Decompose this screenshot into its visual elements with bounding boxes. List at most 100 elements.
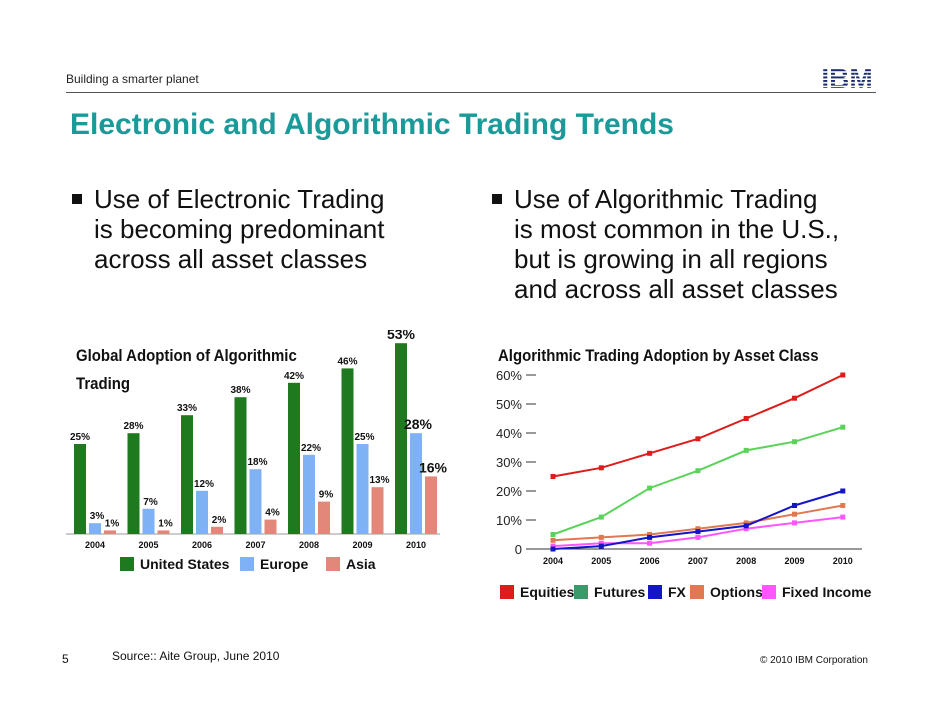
- bar-europe-2005: [142, 508, 155, 534]
- line-point-options-2007: [695, 526, 701, 532]
- line-point-equities-2008: [743, 416, 749, 421]
- page-title: Electronic and Algorithmic Trading Trend…: [70, 108, 674, 141]
- bar-asia-2007: [264, 519, 277, 534]
- bar-chart-title: Global Adoption of Algorithmic Trading: [76, 346, 297, 393]
- line-x-tick-2004: 2004: [543, 556, 563, 566]
- line-series-futures: [552, 426, 844, 536]
- line-point-fx-2004: [550, 546, 556, 552]
- bar-europe-2008: [303, 454, 315, 534]
- bar-x-tick-2004: 2004: [85, 540, 105, 550]
- line-x-tick-2010: 2010: [833, 556, 853, 566]
- line-point-equities-2006: [647, 450, 653, 456]
- bar-europe-2010: [410, 433, 422, 534]
- line-point-fixed-income-2005: [598, 540, 604, 546]
- bar-label-europe-2009: 25%: [354, 432, 374, 443]
- bar-label-united-states-2009: 46%: [337, 356, 357, 367]
- legend-europe: Europe: [240, 556, 308, 572]
- line-point-futures-2005: [598, 514, 604, 520]
- bar-label-united-states-2008: 42%: [284, 371, 304, 382]
- bar-asia-2008: [318, 501, 330, 534]
- bullet-square-icon: [492, 194, 502, 204]
- legend-equities-swatch: [500, 585, 514, 599]
- line-point-fixed-income-2008: [743, 526, 749, 532]
- legend-options-label: Options: [710, 584, 763, 600]
- line-point-equities-2007: [695, 436, 701, 442]
- bullet-right-text: Use of Algorithmic Trading is most commo…: [514, 184, 840, 304]
- tagline: Building a smarter planet: [66, 72, 199, 86]
- legend-fx: FX: [648, 584, 686, 600]
- legend-asia-label: Asia: [346, 556, 376, 572]
- legend-fixed-income-label: Fixed Income: [782, 584, 872, 600]
- bar-label-asia-2010: 16%: [419, 459, 448, 475]
- bar-label-united-states-2010: 53%: [387, 330, 416, 342]
- legend-fx-label: FX: [668, 584, 686, 600]
- line-y-tick-5: 50%: [496, 397, 522, 412]
- line-point-equities-2009: [792, 395, 797, 401]
- bar-label-europe-2006: 12%: [194, 479, 214, 490]
- bar-united-states-2005: [127, 433, 140, 534]
- bar-europe-2006: [196, 490, 208, 534]
- line-point-fixed-income-2009: [792, 520, 797, 526]
- bar-label-europe-2007: 18%: [247, 457, 267, 468]
- bar-united-states-2004: [74, 444, 86, 534]
- line-point-fixed-income-2010: [840, 514, 846, 520]
- line-series-equities: [552, 374, 844, 478]
- line-x-tick-2006: 2006: [640, 556, 660, 566]
- bar-x-tick-2009: 2009: [352, 540, 372, 550]
- line-point-options-2010: [840, 503, 846, 508]
- line-y-tick-1: 10%: [496, 513, 522, 528]
- bar-x-tick-2010: 2010: [406, 540, 426, 550]
- line-y-tick-0: 0: [515, 542, 522, 557]
- legend-fx-swatch: [648, 585, 662, 599]
- line-point-options-2008: [743, 520, 749, 526]
- line-y-tick-4: 40%: [496, 426, 522, 441]
- bar-asia-2006: [211, 526, 223, 534]
- line-point-fixed-income-2006: [647, 540, 653, 546]
- line-chart-title: Algorithmic Trading Adoption by Asset Cl…: [498, 346, 819, 365]
- line-point-options-2005: [598, 534, 604, 540]
- bar-label-asia-2004: 1%: [105, 518, 120, 529]
- bar-europe-2007: [249, 469, 262, 534]
- legend-futures-label: Futures: [594, 584, 646, 600]
- bar-label-united-states-2007: 38%: [230, 385, 250, 396]
- line-point-fixed-income-2004: [550, 543, 556, 549]
- bar-x-tick-2007: 2007: [245, 540, 265, 550]
- line-point-fx-2009: [792, 503, 797, 508]
- bar-europe-2004: [89, 523, 101, 534]
- legend-asia-swatch: [326, 557, 340, 571]
- line-x-tick-2008: 2008: [736, 556, 756, 566]
- bar-united-states-2009: [341, 368, 354, 534]
- bar-label-asia-2009: 13%: [369, 475, 389, 486]
- bar-united-states-2008: [288, 382, 300, 534]
- bar-asia-2009: [371, 487, 384, 534]
- bar-europe-2009: [356, 444, 369, 534]
- bar-x-tick-2008: 2008: [299, 540, 319, 550]
- source-note: Source:: Aite Group, June 2010: [112, 649, 280, 663]
- bar-label-united-states-2004: 25%: [70, 432, 90, 443]
- bar-label-asia-2008: 9%: [319, 490, 334, 501]
- legend-equities: Equities: [500, 584, 574, 600]
- line-point-futures-2009: [792, 439, 797, 445]
- bullet-left-text: Use of Electronic Trading is becoming pr…: [94, 184, 385, 274]
- bar-asia-2010: [425, 476, 437, 534]
- line-point-options-2009: [792, 511, 797, 517]
- bar-label-united-states-2005: 28%: [123, 421, 143, 432]
- bar-label-europe-2005: 7%: [143, 497, 158, 508]
- copyright: © 2010 IBM Corporation: [760, 655, 868, 666]
- legend-futures: Futures: [574, 584, 645, 600]
- bar-united-states-2007: [234, 397, 247, 534]
- line-chart: 0 10% 20% 30% 40% 50% 60% 2004 2005 2006 2007 2008 2…: [496, 368, 862, 566]
- line-point-fx-2010: [840, 488, 846, 494]
- bar-label-asia-2007: 4%: [265, 508, 280, 519]
- legend-options: Options: [690, 584, 763, 600]
- line-y-tick-2: 20%: [496, 484, 522, 499]
- line-point-fx-2008: [743, 523, 749, 529]
- bar-united-states-2006: [181, 415, 193, 534]
- line-point-futures-2006: [647, 485, 653, 491]
- ibm-logo: IBM: [821, 63, 872, 92]
- bar-chart: 25%3%1%200428%7%1%200533%12%2%200638%18%…: [66, 330, 448, 550]
- line-point-futures-2004: [550, 532, 556, 537]
- line-series-fx: [552, 490, 844, 550]
- legend-equities-label: Equities: [520, 584, 575, 600]
- legend-fixed-income-swatch: [762, 585, 776, 599]
